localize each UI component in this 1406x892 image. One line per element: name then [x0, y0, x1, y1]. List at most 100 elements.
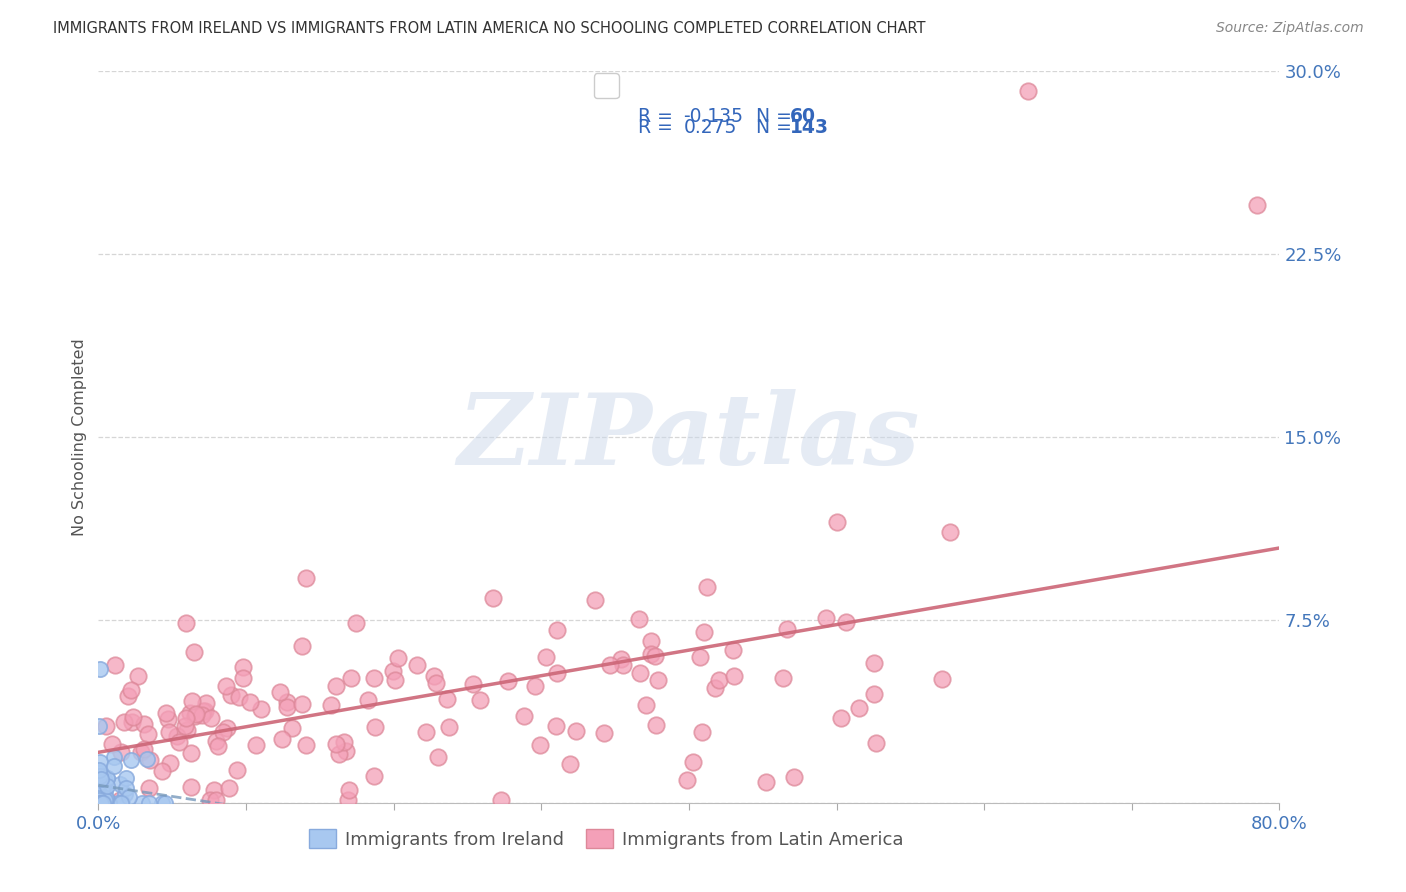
Point — [610, 652, 633, 666]
Point — [281, 721, 304, 735]
Point — [212, 724, 235, 739]
Point — [120, 753, 142, 767]
Point — [91, 781, 114, 796]
Point — [634, 698, 657, 712]
Point — [536, 649, 558, 664]
Point — [628, 611, 651, 625]
Point — [357, 693, 380, 707]
Point — [645, 718, 668, 732]
Point — [117, 689, 139, 703]
Point — [593, 726, 616, 740]
Point — [1246, 198, 1268, 212]
Point — [98, 796, 121, 810]
Text: N =: N = — [744, 107, 797, 126]
Point — [232, 659, 254, 673]
Text: IMMIGRANTS FROM IRELAND VS IMMIGRANTS FROM LATIN AMERICA NO SCHOOLING COMPLETED : IMMIGRANTS FROM IRELAND VS IMMIGRANTS FR… — [53, 21, 927, 36]
Point — [157, 725, 180, 739]
Point — [335, 744, 357, 758]
Point — [426, 749, 449, 764]
Point — [103, 759, 125, 773]
Point — [830, 711, 852, 725]
Point — [628, 665, 651, 680]
Point — [815, 611, 838, 625]
Point — [482, 591, 505, 605]
Point — [690, 725, 713, 739]
Point — [676, 773, 699, 788]
Point — [693, 624, 716, 639]
Point — [217, 721, 239, 735]
Point — [599, 658, 621, 673]
Point — [87, 786, 110, 800]
Point — [87, 772, 110, 786]
Point — [91, 796, 114, 810]
Point — [89, 769, 111, 783]
Point — [325, 737, 347, 751]
Point — [496, 673, 519, 688]
Point — [723, 669, 745, 683]
Point — [91, 769, 114, 783]
Point — [94, 776, 117, 790]
Point — [94, 793, 117, 807]
Point — [425, 676, 447, 690]
Point — [363, 769, 385, 783]
Point — [89, 755, 111, 769]
Point — [96, 719, 118, 733]
Point — [90, 773, 112, 788]
Point — [138, 796, 160, 810]
Point — [91, 781, 114, 796]
Point — [491, 793, 513, 807]
Point — [640, 647, 662, 661]
Point — [776, 622, 799, 636]
Point — [436, 692, 458, 706]
Point — [122, 709, 145, 723]
Point — [439, 721, 461, 735]
Point — [108, 777, 131, 791]
Point — [110, 796, 132, 810]
Point — [865, 736, 887, 750]
Point — [336, 793, 359, 807]
Point — [97, 794, 120, 808]
Point — [94, 784, 117, 798]
Point — [87, 796, 110, 810]
Point — [524, 679, 547, 693]
Point — [186, 706, 208, 721]
Point — [198, 793, 221, 807]
Point — [772, 671, 794, 685]
Point — [90, 772, 112, 786]
Point — [269, 685, 291, 699]
Point — [463, 677, 485, 691]
Y-axis label: No Schooling Completed: No Schooling Completed — [72, 338, 87, 536]
Point — [91, 796, 114, 810]
Point — [218, 780, 240, 795]
Point — [173, 719, 195, 733]
Point — [159, 756, 181, 770]
Point — [682, 755, 704, 769]
Text: R =: R = — [638, 118, 679, 136]
Point — [91, 796, 114, 810]
Point — [153, 796, 176, 810]
Point — [195, 697, 218, 711]
Point — [689, 649, 711, 664]
Point — [136, 727, 159, 741]
Point — [103, 750, 125, 764]
Point — [107, 796, 129, 810]
Point — [96, 771, 118, 785]
Point — [104, 657, 127, 672]
Point — [174, 616, 197, 631]
Point — [87, 796, 110, 810]
Point — [181, 694, 204, 708]
Point — [114, 771, 136, 785]
Point — [183, 645, 205, 659]
Point — [132, 741, 155, 756]
Point — [101, 737, 124, 751]
Point — [221, 688, 243, 702]
Point — [707, 673, 730, 687]
Point — [157, 712, 180, 726]
Point — [87, 776, 110, 790]
Legend: Immigrants from Ireland, Immigrants from Latin America: Immigrants from Ireland, Immigrants from… — [302, 822, 911, 856]
Point — [139, 753, 162, 767]
Point — [94, 791, 117, 805]
Point — [363, 671, 385, 685]
Point — [87, 792, 110, 806]
Point — [703, 681, 725, 696]
